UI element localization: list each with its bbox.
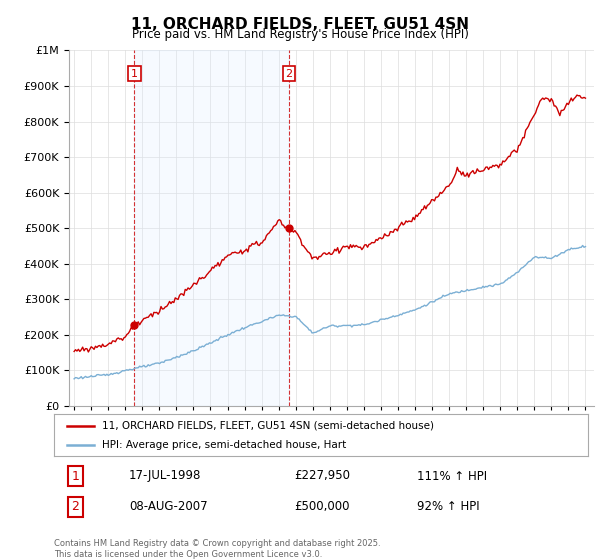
Text: 08-AUG-2007: 08-AUG-2007 [129,500,208,514]
Text: 1: 1 [131,68,138,78]
Text: 2: 2 [71,500,79,514]
Text: £500,000: £500,000 [295,500,350,514]
Text: 2: 2 [286,68,292,78]
Text: Price paid vs. HM Land Registry's House Price Index (HPI): Price paid vs. HM Land Registry's House … [131,28,469,41]
Text: Contains HM Land Registry data © Crown copyright and database right 2025.
This d: Contains HM Land Registry data © Crown c… [54,539,380,559]
Text: 17-JUL-1998: 17-JUL-1998 [129,469,201,483]
Bar [134,50,289,406]
Text: 11, ORCHARD FIELDS, FLEET, GU51 4SN (semi-detached house): 11, ORCHARD FIELDS, FLEET, GU51 4SN (sem… [102,421,434,431]
Text: £227,950: £227,950 [295,469,350,483]
Text: 1: 1 [71,469,79,483]
Text: 92% ↑ HPI: 92% ↑ HPI [417,500,480,514]
Text: 111% ↑ HPI: 111% ↑ HPI [417,469,487,483]
Text: HPI: Average price, semi-detached house, Hart: HPI: Average price, semi-detached house,… [102,440,346,450]
Text: 11, ORCHARD FIELDS, FLEET, GU51 4SN: 11, ORCHARD FIELDS, FLEET, GU51 4SN [131,17,469,32]
